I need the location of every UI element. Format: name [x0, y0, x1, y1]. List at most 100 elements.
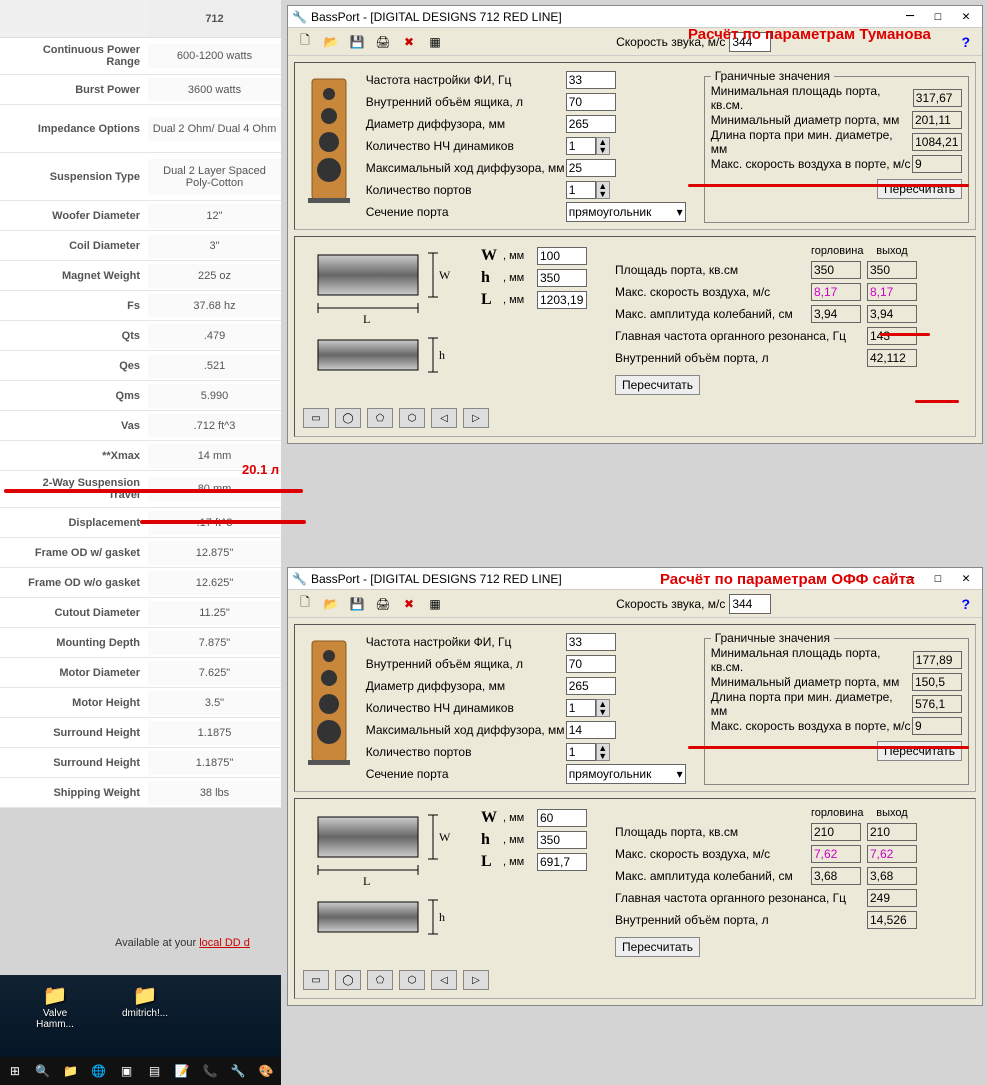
spec-row-label: Frame OD w/ gasket — [0, 541, 148, 565]
spec-header: 712 — [0, 0, 281, 38]
shape-circle[interactable]: ◯ — [335, 408, 361, 428]
nports-spinner[interactable]: ▲▼ — [596, 181, 610, 199]
app-icon-1[interactable]: ▣ — [114, 1059, 140, 1083]
diff-input[interactable] — [566, 115, 616, 133]
save-icon[interactable]: 💾 — [346, 31, 368, 53]
svg-text:h: h — [439, 910, 445, 924]
ncount-label: Количество НЧ динамиков — [366, 139, 566, 153]
notepad-icon[interactable]: 📝 — [169, 1059, 195, 1083]
spec-row-label: Continuous Power Range — [0, 38, 148, 74]
len-min-val: 576,1 — [912, 695, 962, 713]
L-input[interactable] — [537, 853, 587, 871]
shape-trap2[interactable]: ⬡ — [399, 970, 425, 990]
help-icon[interactable]: ? — [961, 34, 970, 50]
desktop-icon-valve[interactable]: 📁Valve Hamm... — [30, 983, 80, 1030]
spec-row-value: 3.5" — [148, 691, 281, 715]
open-icon[interactable]: 📂 — [320, 593, 342, 615]
save-icon[interactable]: 💾 — [346, 593, 368, 615]
close-button[interactable]: ✕ — [954, 8, 978, 26]
local-dd-link[interactable]: local DD d — [199, 937, 250, 949]
shape-rect[interactable]: ▭ — [303, 408, 329, 428]
spec-row-label: Shipping Weight — [0, 781, 148, 805]
W-input[interactable] — [537, 247, 587, 265]
search-icon[interactable]: 🔍 — [30, 1059, 56, 1083]
area-g: 210 — [811, 823, 861, 841]
print-icon[interactable]: 🖨 — [372, 31, 394, 53]
shape-flare2[interactable]: ▷ — [463, 408, 489, 428]
recalc-button-1[interactable]: Пересчитать — [877, 179, 962, 199]
delete-icon[interactable]: ✖ — [398, 593, 420, 615]
app-icon-2[interactable]: ▤ — [142, 1059, 168, 1083]
recalc-button-2[interactable]: Пересчитать — [615, 375, 700, 395]
shape-flare1[interactable]: ◁ — [431, 408, 457, 428]
print-icon[interactable]: 🖨 — [372, 593, 394, 615]
new-icon[interactable]: 🗋 — [294, 593, 316, 615]
spec-row-value: 7.625" — [148, 661, 281, 685]
shape-trap2[interactable]: ⬡ — [399, 408, 425, 428]
maximize-button[interactable]: ☐ — [926, 570, 950, 588]
calc-icon[interactable]: ▦ — [424, 593, 446, 615]
h-input[interactable] — [537, 269, 587, 287]
ncount-input[interactable] — [566, 137, 596, 155]
f-tune-input[interactable] — [566, 71, 616, 89]
shape-rect[interactable]: ▭ — [303, 970, 329, 990]
xmax-input[interactable] — [566, 159, 616, 177]
help-icon[interactable]: ? — [961, 596, 970, 612]
vol-input[interactable] — [566, 93, 616, 111]
xmax-input[interactable] — [566, 721, 616, 739]
bassport-taskicon[interactable]: 🔧 — [225, 1059, 251, 1083]
bassport-window-1: 🔧 BassPort - [DIGITAL DESIGNS 712 RED LI… — [287, 5, 983, 444]
f-tune-input[interactable] — [566, 633, 616, 651]
L-input[interactable] — [537, 291, 587, 309]
desktop-icon-dmitrich[interactable]: 📁dmitrich!... — [120, 983, 170, 1030]
ncount-spinner[interactable]: ▲▼ — [596, 137, 610, 155]
h-sym: h — [481, 831, 497, 849]
skype-icon[interactable]: 📞 — [197, 1059, 223, 1083]
nports-input[interactable] — [566, 743, 596, 761]
vas-annotation: 20.1 л — [242, 462, 279, 477]
section-select[interactable]: прямоугольник▾ — [566, 202, 686, 222]
recalc-button-1[interactable]: Пересчитать — [877, 741, 962, 761]
speed-input[interactable] — [729, 594, 771, 614]
shape-trap1[interactable]: ⬠ — [367, 970, 393, 990]
vol-input[interactable] — [566, 655, 616, 673]
gorlovina-hdr: горловина — [811, 245, 861, 257]
red-ul-L1 — [880, 333, 930, 336]
shape-circle[interactable]: ◯ — [335, 970, 361, 990]
min-area-val: 317,67 — [913, 89, 962, 107]
maximize-button[interactable]: ☐ — [926, 8, 950, 26]
folder-icon[interactable]: 📁 — [58, 1059, 84, 1083]
start-button[interactable]: ⊞ — [2, 1059, 28, 1083]
chrome-icon[interactable]: 🌐 — [86, 1059, 112, 1083]
ivol-val: 14,526 — [867, 911, 917, 929]
nports-spinner[interactable]: ▲▼ — [596, 743, 610, 761]
spec-row-label: Qms — [0, 384, 148, 408]
section-select[interactable]: прямоугольник▾ — [566, 764, 686, 784]
spec-row-value: Dual 2 Ohm/ Dual 4 Ohm — [148, 117, 281, 141]
len-min-val: 1084,21 — [912, 133, 962, 151]
taskbar: ⊞ 🔍 📁 🌐 ▣ ▤ 📝 📞 🔧 🎨 — [0, 1057, 281, 1085]
ncount-spinner[interactable]: ▲▼ — [596, 699, 610, 717]
shape-trap1[interactable]: ⬠ — [367, 408, 393, 428]
shape-flare2[interactable]: ▷ — [463, 970, 489, 990]
nports-input[interactable] — [566, 181, 596, 199]
spec-header-val: 712 — [148, 0, 281, 37]
gorlovina-hdr: горловина — [811, 807, 861, 819]
shape-flare1[interactable]: ◁ — [431, 970, 457, 990]
minimize-button[interactable]: ─ — [898, 8, 922, 26]
paint-icon[interactable]: 🎨 — [253, 1059, 279, 1083]
ncount-input[interactable] — [566, 699, 596, 717]
close-button[interactable]: ✕ — [954, 570, 978, 588]
delete-icon[interactable]: ✖ — [398, 31, 420, 53]
new-icon[interactable]: 🗋 — [294, 31, 316, 53]
open-icon[interactable]: 📂 — [320, 31, 342, 53]
spec-row-value: 1.1875 — [148, 721, 281, 745]
W-input[interactable] — [537, 809, 587, 827]
diff-label: Диаметр диффузора, мм — [366, 679, 566, 693]
diff-input[interactable] — [566, 677, 616, 695]
spec-row: Magnet Weight225 oz — [0, 261, 281, 291]
recalc-button-2[interactable]: Пересчитать — [615, 937, 700, 957]
calc-icon[interactable]: ▦ — [424, 31, 446, 53]
vol-label: Внутренний объём ящика, л — [366, 657, 566, 671]
h-input[interactable] — [537, 831, 587, 849]
